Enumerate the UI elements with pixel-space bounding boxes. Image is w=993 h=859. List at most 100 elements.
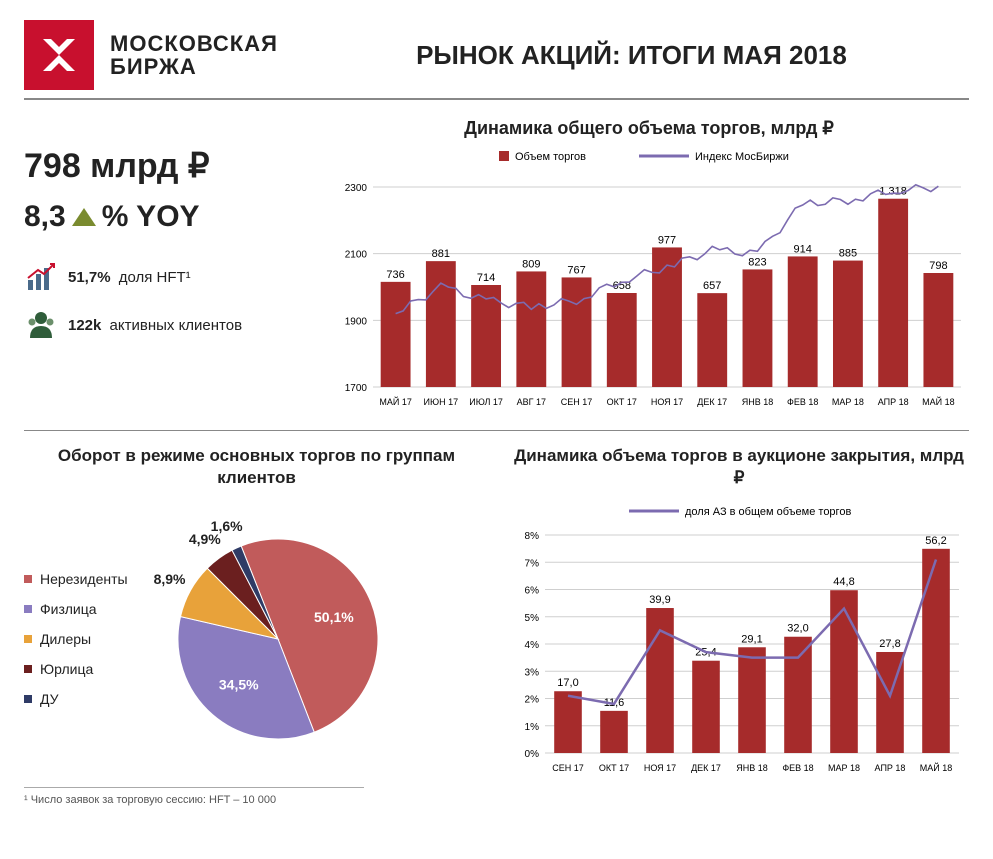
svg-text:ФЕВ 18: ФЕВ 18 bbox=[787, 397, 818, 407]
svg-text:2100: 2100 bbox=[345, 250, 368, 261]
svg-text:СЕН 17: СЕН 17 bbox=[552, 763, 584, 773]
svg-text:2300: 2300 bbox=[345, 183, 368, 194]
svg-text:736: 736 bbox=[386, 269, 404, 281]
svg-text:ИЮЛ 17: ИЮЛ 17 bbox=[469, 397, 503, 407]
pie-legend-item: Юрлица bbox=[24, 661, 128, 677]
kpi-yoy: 8,3 % YOY bbox=[24, 200, 309, 234]
svg-text:714: 714 bbox=[477, 272, 495, 284]
legend-label: ДУ bbox=[40, 691, 59, 707]
svg-text:809: 809 bbox=[522, 258, 540, 270]
svg-text:МАР 18: МАР 18 bbox=[832, 397, 864, 407]
brand-line1: МОСКОВСКАЯ bbox=[110, 32, 278, 55]
svg-text:СЕН 17: СЕН 17 bbox=[561, 397, 593, 407]
svg-text:50,1%: 50,1% bbox=[314, 609, 354, 625]
header: МОСКОВСКАЯ БИРЖА РЫНОК АКЦИЙ: ИТОГИ МАЯ … bbox=[24, 20, 969, 100]
svg-text:Объем торгов: Объем торгов bbox=[515, 151, 586, 163]
svg-text:32,0: 32,0 bbox=[787, 623, 808, 635]
svg-text:доля АЗ в общем объеме торгов: доля АЗ в общем объеме торгов bbox=[685, 506, 851, 518]
legend-label: Физлица bbox=[40, 601, 97, 617]
bottom-section: Оборот в режиме основных торгов по групп… bbox=[24, 445, 969, 806]
svg-text:АВГ 17: АВГ 17 bbox=[517, 397, 546, 407]
legend-swatch-icon bbox=[24, 695, 32, 703]
svg-text:44,8: 44,8 bbox=[833, 576, 854, 588]
svg-text:977: 977 bbox=[658, 234, 676, 246]
chart-growth-icon bbox=[24, 260, 58, 294]
user-group-icon bbox=[24, 308, 58, 342]
kpi-clients: 122k активных клиентов bbox=[24, 308, 309, 342]
legend-swatch-icon bbox=[24, 635, 32, 643]
pie-legend-item: Физлица bbox=[24, 601, 128, 617]
clients-val: 122k bbox=[68, 317, 101, 334]
svg-text:7%: 7% bbox=[525, 558, 540, 569]
close-auction-chart: доля АЗ в общем объеме торгов 0% 1% 2% 3% 4% 5… bbox=[509, 499, 969, 779]
close-chart-title: Динамика объема торгов в аукционе закрыт… bbox=[509, 445, 969, 489]
pie-legend-item: Дилеры bbox=[24, 631, 128, 647]
svg-text:МАЙ 18: МАЙ 18 bbox=[920, 762, 952, 773]
hft-label: доля HFT¹ bbox=[119, 269, 191, 286]
pie-legend-item: Нерезиденты bbox=[24, 571, 128, 587]
svg-text:27,8: 27,8 bbox=[879, 638, 900, 650]
svg-text:29,1: 29,1 bbox=[741, 633, 762, 645]
yoy-value: 8,3 bbox=[24, 200, 66, 234]
moex-logo-icon bbox=[24, 20, 94, 90]
svg-text:НОЯ 17: НОЯ 17 bbox=[651, 397, 683, 407]
footnote: ¹ Число заявок за торговую сессию: HFT –… bbox=[24, 787, 364, 806]
svg-text:885: 885 bbox=[839, 248, 857, 260]
triangle-up-icon bbox=[72, 208, 96, 226]
pie-legend-item: ДУ bbox=[24, 691, 128, 707]
brand-line2: БИРЖА bbox=[110, 55, 278, 78]
volume-chart: Объем торгов Индекс МосБиржи 1700 1900 2100 2… bbox=[329, 143, 969, 413]
svg-text:АПР 18: АПР 18 bbox=[875, 763, 906, 773]
pie-chart: 50,1%34,5%8,9%4,9%1,6% bbox=[148, 509, 448, 769]
legend-swatch-icon bbox=[24, 575, 32, 583]
svg-text:1,6%: 1,6% bbox=[210, 518, 242, 534]
volume-chart-panel: Динамика общего объема торгов, млрд ₽ Об… bbox=[329, 118, 969, 418]
svg-text:2%: 2% bbox=[525, 695, 540, 706]
close-auction-panel: Динамика объема торгов в аукционе закрыт… bbox=[509, 445, 969, 806]
svg-text:Индекс МосБиржи: Индекс МосБиржи bbox=[695, 151, 789, 163]
svg-text:657: 657 bbox=[703, 280, 721, 292]
svg-text:МАР 18: МАР 18 bbox=[828, 763, 860, 773]
svg-text:4%: 4% bbox=[525, 640, 540, 651]
svg-text:ДЕК 17: ДЕК 17 bbox=[691, 763, 721, 773]
svg-text:1700: 1700 bbox=[345, 383, 368, 394]
svg-text:5%: 5% bbox=[525, 613, 540, 624]
svg-text:НОЯ 17: НОЯ 17 bbox=[644, 763, 676, 773]
svg-text:ФЕВ 18: ФЕВ 18 bbox=[782, 763, 813, 773]
svg-text:3%: 3% bbox=[525, 667, 540, 678]
svg-text:0%: 0% bbox=[525, 749, 540, 760]
svg-text:823: 823 bbox=[748, 256, 766, 268]
kpi-hft: 51,7% доля HFT¹ bbox=[24, 260, 309, 294]
svg-text:МАЙ 18: МАЙ 18 bbox=[922, 396, 954, 407]
legend-swatch-icon bbox=[24, 665, 32, 673]
svg-text:1 318: 1 318 bbox=[879, 186, 907, 198]
svg-text:МАЙ 17: МАЙ 17 bbox=[379, 396, 411, 407]
svg-text:6%: 6% bbox=[525, 586, 540, 597]
svg-text:АПР 18: АПР 18 bbox=[878, 397, 909, 407]
svg-text:767: 767 bbox=[567, 264, 585, 276]
page-title: РЫНОК АКЦИЙ: ИТОГИ МАЯ 2018 bbox=[294, 40, 969, 71]
yoy-suffix: % YOY bbox=[102, 200, 200, 234]
legend-label: Нерезиденты bbox=[40, 571, 128, 587]
svg-text:ИЮН 17: ИЮН 17 bbox=[424, 397, 459, 407]
svg-text:ЯНВ 18: ЯНВ 18 bbox=[742, 397, 774, 407]
svg-text:ДЕК 17: ДЕК 17 bbox=[697, 397, 727, 407]
svg-text:8%: 8% bbox=[525, 531, 540, 542]
legend-swatch-icon bbox=[24, 605, 32, 613]
legend-label: Дилеры bbox=[40, 631, 91, 647]
svg-text:881: 881 bbox=[432, 248, 450, 260]
svg-text:798: 798 bbox=[929, 260, 947, 272]
svg-text:ОКТ 17: ОКТ 17 bbox=[599, 763, 629, 773]
pie-legend: Нерезиденты Физлица Дилеры Юрлица ДУ bbox=[24, 571, 128, 707]
kpi-volume: 798 млрд ₽ bbox=[24, 146, 309, 186]
svg-text:1%: 1% bbox=[525, 722, 540, 733]
top-section: 798 млрд ₽ 8,3 % YOY 51,7% доля HFT¹ 122… bbox=[24, 118, 969, 418]
svg-text:56,2: 56,2 bbox=[925, 535, 946, 547]
svg-text:ЯНВ 18: ЯНВ 18 bbox=[736, 763, 768, 773]
legend-label: Юрлица bbox=[40, 661, 93, 677]
svg-text:914: 914 bbox=[794, 243, 812, 255]
hft-pct: 51,7% bbox=[68, 269, 111, 286]
svg-text:1900: 1900 bbox=[345, 316, 368, 327]
volume-chart-title: Динамика общего объема торгов, млрд ₽ bbox=[329, 118, 969, 139]
pie-panel: Оборот в режиме основных торгов по групп… bbox=[24, 445, 489, 806]
